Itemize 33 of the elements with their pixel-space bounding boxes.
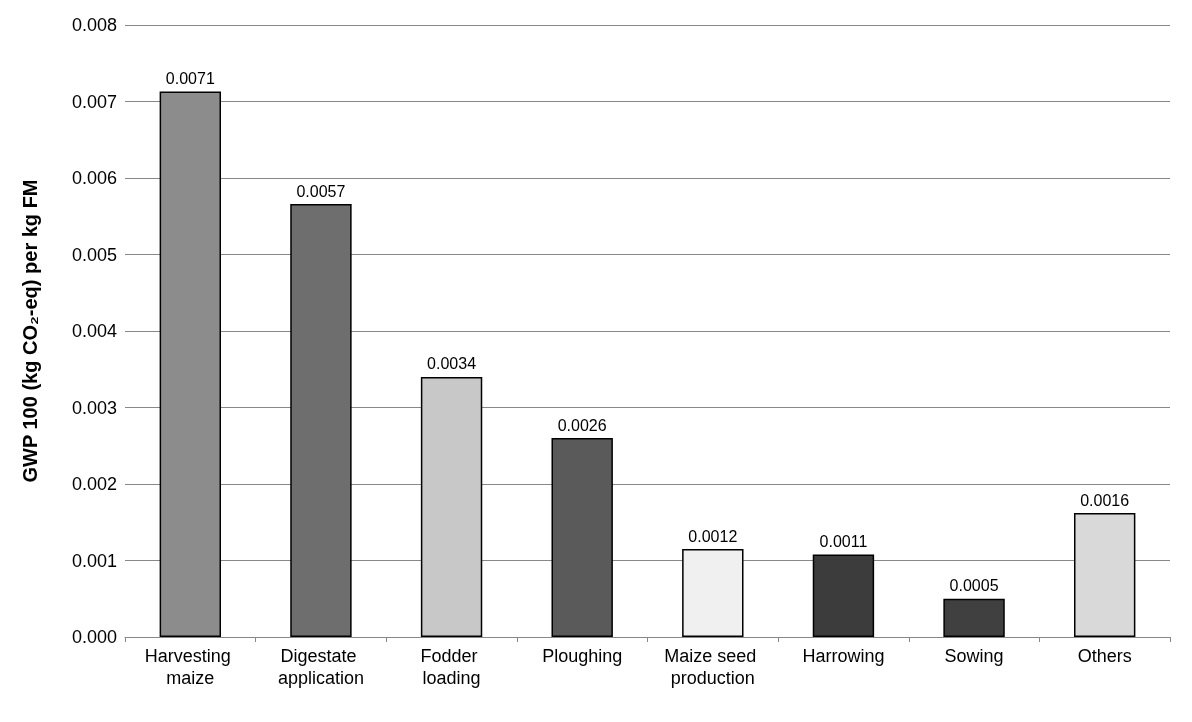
data-label: 0.0012: [688, 527, 738, 545]
x-tick-label: Maize seed production: [664, 646, 762, 688]
x-tick-label: Harvesting maize: [144, 646, 236, 688]
y-tick-label: 0.004: [71, 321, 117, 341]
data-label: 0.0034: [427, 355, 477, 373]
bar: [943, 598, 1005, 637]
y-axis-title: GWP 100 (kg CO₂-eq) per kg FM: [19, 179, 41, 483]
x-tick-label: Fodder loading: [420, 646, 483, 688]
bar: [682, 549, 744, 637]
bar: [290, 204, 352, 637]
data-label: 0.0026: [557, 416, 607, 434]
bar: [812, 554, 875, 637]
y-tick-label: 0.007: [71, 91, 117, 112]
x-tick-label: Harrowing: [802, 646, 885, 666]
x-tick-label: Others: [1077, 646, 1132, 666]
bar: [1073, 513, 1136, 637]
data-label: 0.0011: [819, 532, 868, 550]
y-tick-label: 0.006: [71, 168, 117, 188]
bar: [551, 438, 613, 637]
data-label: 0.0057: [296, 182, 346, 200]
data-label: 0.0016: [1080, 491, 1130, 509]
data-label: 0.0071: [165, 70, 215, 88]
y-tick-label: 0.003: [71, 397, 117, 418]
y-tick-label: 0.001: [71, 550, 117, 571]
x-tick-label: Digestate application: [277, 646, 364, 688]
y-tick-label: 0.008: [71, 15, 117, 35]
y-tick-label: 0.002: [71, 474, 117, 494]
bar: [420, 376, 483, 637]
y-tick-label: 0.000: [71, 627, 117, 647]
data-label: 0.0005: [949, 577, 999, 595]
x-tick-label: Ploughing: [542, 646, 623, 666]
x-tick-label: Sowing: [944, 646, 1004, 666]
y-tick-label: 0.005: [71, 244, 117, 265]
